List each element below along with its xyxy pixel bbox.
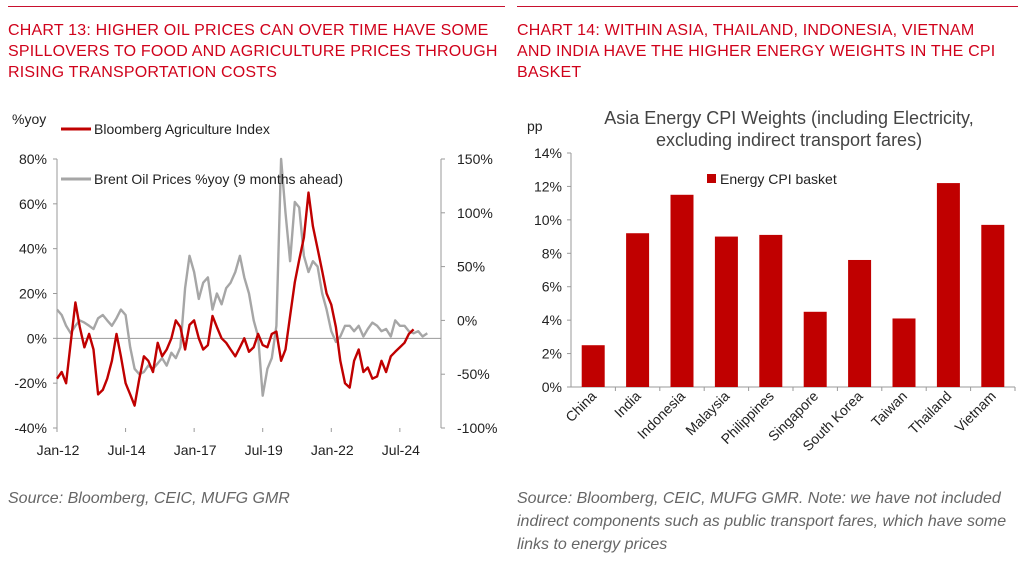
bar-taiwan bbox=[892, 318, 916, 387]
y-tick-label: 0% bbox=[542, 379, 562, 395]
legend-energy-label: Energy CPI basket bbox=[720, 171, 837, 187]
brent-series-line bbox=[56, 157, 428, 397]
right-tick-label: 0% bbox=[457, 312, 477, 328]
chart13-source: Source: Bloomberg, CEIC, MUFG GMR bbox=[8, 490, 290, 507]
left-tick-label: -20% bbox=[14, 375, 47, 391]
chart14-source: Source: Bloomberg, CEIC, MUFG GMR. Note:… bbox=[517, 490, 1007, 553]
x-category-label: Indonesia bbox=[634, 388, 688, 442]
y-tick-label: 4% bbox=[542, 312, 562, 328]
y-tick-label: 2% bbox=[542, 346, 562, 362]
chart14-inner-title: Asia Energy CPI Weights (including Elect… bbox=[604, 108, 973, 128]
bar-china bbox=[581, 345, 605, 387]
left-tick-label: 60% bbox=[19, 196, 47, 212]
y-tick-label: 8% bbox=[542, 245, 562, 261]
right-tick-label: 50% bbox=[457, 259, 485, 275]
chart14-title: CHART 14: WITHIN ASIA, THAILAND, INDONES… bbox=[517, 22, 996, 81]
bar-indonesia bbox=[670, 194, 694, 387]
bar-philippines bbox=[759, 234, 783, 387]
top-rule bbox=[8, 6, 505, 7]
agriculture-series-line bbox=[56, 191, 415, 407]
x-tick-label: Jan-17 bbox=[174, 442, 217, 458]
x-tick-label: Jan-12 bbox=[37, 442, 80, 458]
right-tick-label: 150% bbox=[457, 151, 493, 167]
bar-chart: Asia Energy CPI Weights (including Elect… bbox=[527, 108, 1016, 454]
x-tick-label: Jul-24 bbox=[382, 442, 420, 458]
x-tick-label: Jul-19 bbox=[245, 442, 283, 458]
left-axis-unit: %yoy bbox=[12, 111, 46, 127]
chart14-panel: CHART 14: WITHIN ASIA, THAILAND, INDONES… bbox=[517, 0, 1022, 564]
left-tick-label: 0% bbox=[27, 330, 47, 346]
bar-vietnam bbox=[981, 224, 1005, 387]
left-tick-label: -40% bbox=[14, 420, 47, 436]
x-category-label: India bbox=[611, 388, 644, 421]
legend-agriculture-label: Bloomberg Agriculture Index bbox=[94, 121, 270, 137]
x-tick-label: Jan-22 bbox=[311, 442, 354, 458]
top-rule bbox=[517, 6, 1018, 7]
left-tick-label: 40% bbox=[19, 241, 47, 257]
x-category-label: Thailand bbox=[905, 388, 954, 437]
bar-india bbox=[626, 233, 650, 387]
y-tick-label: 14% bbox=[534, 145, 562, 161]
y-axis-unit: pp bbox=[527, 118, 543, 134]
left-tick-label: 80% bbox=[19, 151, 47, 167]
y-tick-label: 12% bbox=[534, 178, 562, 194]
legend-energy-swatch bbox=[707, 174, 716, 183]
bar-south-korea bbox=[848, 259, 872, 387]
bar-malaysia bbox=[714, 236, 738, 387]
right-tick-label: 100% bbox=[457, 205, 493, 221]
x-category-label: Vietnam bbox=[951, 388, 998, 435]
bar-singapore bbox=[803, 311, 827, 387]
x-category-label: China bbox=[562, 388, 599, 425]
right-tick-label: -50% bbox=[457, 366, 490, 382]
bar-thailand bbox=[936, 183, 960, 387]
y-tick-label: 10% bbox=[534, 212, 562, 228]
chart13-panel: CHART 13: HIGHER OIL PRICES CAN OVER TIM… bbox=[0, 0, 505, 564]
x-tick-label: Jul-14 bbox=[108, 442, 146, 458]
x-category-label: Taiwan bbox=[868, 388, 910, 430]
chart14-inner-title: excluding indirect transport fares) bbox=[656, 130, 922, 150]
y-tick-label: 6% bbox=[542, 279, 562, 295]
chart13-title: CHART 13: HIGHER OIL PRICES CAN OVER TIM… bbox=[8, 22, 498, 81]
line-chart: 80% 60% 40% 20% 0% -20% -40% 150% 100% 50% 0% -50% -… bbox=[12, 111, 497, 458]
left-tick-label: 20% bbox=[19, 286, 47, 302]
legend-brent-label: Brent Oil Prices %yoy (9 months ahead) bbox=[94, 171, 343, 187]
right-tick-label: -100% bbox=[457, 420, 497, 436]
